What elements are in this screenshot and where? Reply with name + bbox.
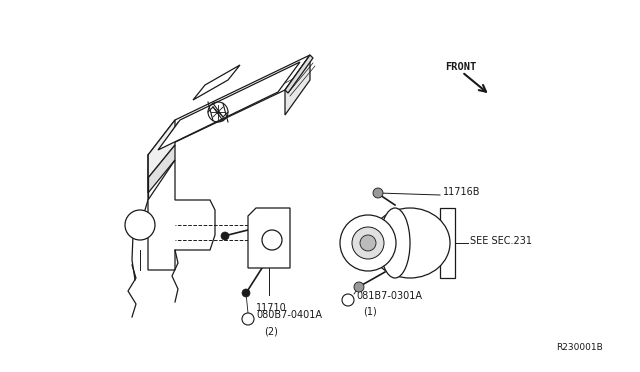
Ellipse shape [370, 208, 450, 278]
Polygon shape [285, 55, 310, 115]
Circle shape [373, 188, 383, 198]
Polygon shape [148, 160, 215, 270]
Text: 11716B: 11716B [443, 187, 481, 197]
Text: B: B [244, 314, 250, 324]
Circle shape [342, 294, 354, 306]
Polygon shape [148, 120, 175, 178]
Text: B: B [344, 295, 349, 305]
Text: 080B7-0401A: 080B7-0401A [256, 310, 322, 320]
Text: FRONT: FRONT [445, 62, 476, 72]
Text: R230001B: R230001B [557, 343, 604, 353]
Circle shape [262, 230, 282, 250]
Polygon shape [148, 55, 310, 155]
Polygon shape [148, 145, 175, 193]
Circle shape [352, 227, 384, 259]
Polygon shape [193, 65, 240, 100]
Circle shape [354, 282, 364, 292]
Circle shape [242, 289, 250, 297]
Text: (1): (1) [363, 307, 377, 317]
Circle shape [360, 235, 376, 251]
Ellipse shape [380, 208, 410, 278]
Text: (2): (2) [264, 326, 278, 336]
Circle shape [221, 232, 229, 240]
Text: 081B7-0301A: 081B7-0301A [356, 291, 422, 301]
Circle shape [242, 313, 254, 325]
Polygon shape [248, 208, 290, 268]
Text: 11710: 11710 [256, 303, 287, 313]
Circle shape [125, 210, 155, 240]
Circle shape [340, 215, 396, 271]
Polygon shape [285, 55, 313, 93]
Text: SEE SEC.231: SEE SEC.231 [470, 236, 532, 246]
Polygon shape [158, 62, 300, 150]
Polygon shape [440, 208, 455, 278]
